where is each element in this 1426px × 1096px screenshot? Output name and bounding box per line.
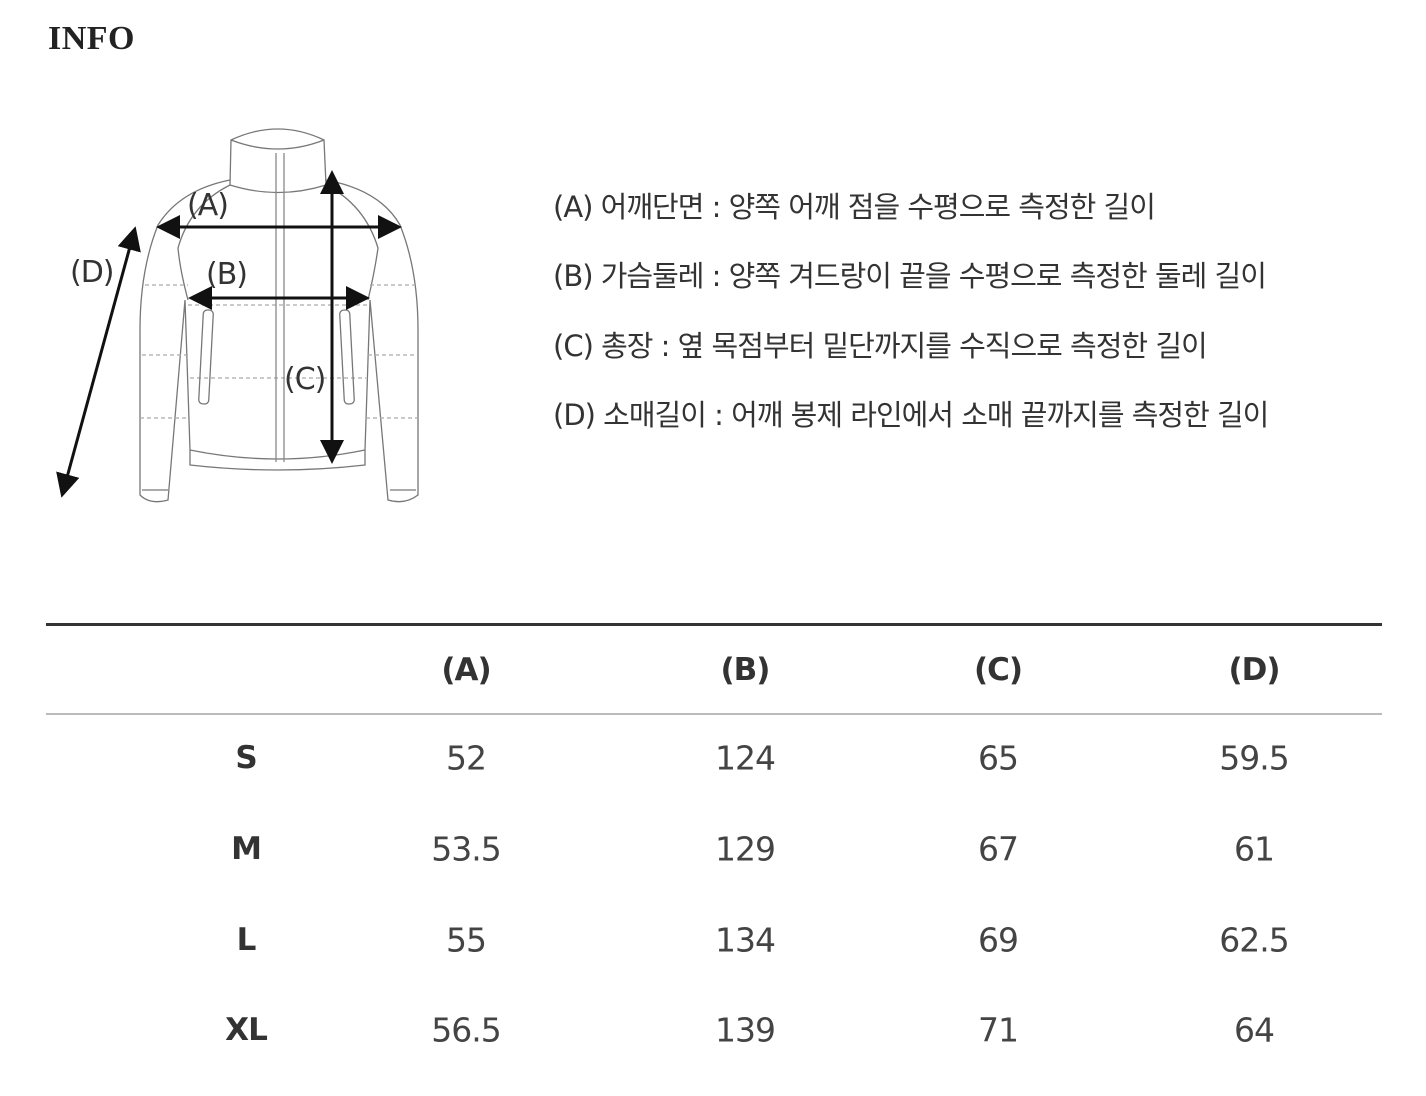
table-cell: 134 [715,920,776,960]
label-d: (D) [70,255,114,290]
table-cell: 62.5 [1219,920,1289,960]
table-cell: 129 [715,829,776,869]
table-cell: 55 [446,920,487,960]
header-d: (D) [1228,652,1280,688]
size-label: L [236,922,257,958]
label-c: (C) [284,362,325,397]
description-a: (A) 어깨단면 : 양쪽 어깨 점을 수평으로 측정한 길이 [553,190,1156,224]
table-cell: 71 [978,1010,1019,1050]
table-cell: 59.5 [1219,738,1289,778]
jacket-measurement-diagram: (A) (B) (C) (D) [56,128,419,503]
label-b: (B) [206,257,247,292]
label-a: (A) [187,188,228,223]
size-label: M [231,831,262,867]
description-d: (D) 소매길이 : 어깨 봉제 라인에서 소매 끝까지를 측정한 길이 [553,398,1269,432]
table-cell: 124 [715,738,776,778]
table-cell: 69 [978,920,1019,960]
header-c: (C) [973,652,1023,688]
table-cell: 65 [978,738,1019,778]
table-cell: 52 [446,738,487,778]
table-cell: 56.5 [431,1010,501,1050]
header-b: (B) [720,652,771,688]
header-a: (A) [441,652,491,688]
measure-d-arrow [56,226,141,498]
table-cell: 139 [715,1010,776,1050]
size-label: S [235,740,257,776]
table-cell: 67 [978,829,1019,869]
table-cell: 53.5 [431,829,501,869]
description-c: (C) 총장 : 옆 목점부터 밑단까지를 수직으로 측정한 길이 [553,329,1208,363]
table-header-rule [46,713,1382,715]
description-b: (B) 가슴둘레 : 양쪽 겨드랑이 끝을 수평으로 측정한 둘레 길이 [553,259,1267,293]
table-top-rule [46,623,1382,626]
table-cell: 61 [1234,829,1275,869]
page-title: INFO [48,20,135,57]
size-label: XL [225,1012,268,1048]
jacket-outline-icon [139,128,419,503]
table-cell: 64 [1234,1010,1275,1050]
